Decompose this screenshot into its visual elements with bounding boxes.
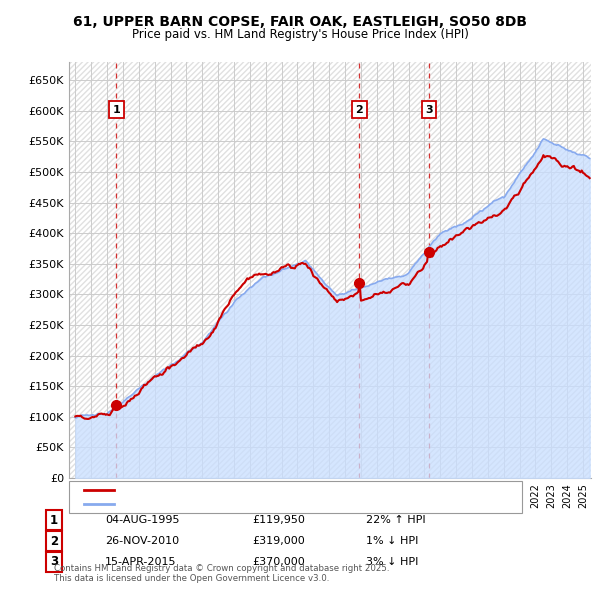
Text: Contains HM Land Registry data © Crown copyright and database right 2025.
This d: Contains HM Land Registry data © Crown c… (54, 563, 389, 583)
Text: HPI: Average price, detached house, Eastleigh: HPI: Average price, detached house, East… (120, 499, 346, 509)
Text: 1: 1 (50, 514, 58, 527)
Text: 2: 2 (50, 535, 58, 548)
Text: 22% ↑ HPI: 22% ↑ HPI (366, 516, 425, 525)
Text: 3: 3 (50, 555, 58, 568)
Text: £370,000: £370,000 (252, 557, 305, 566)
Text: 61, UPPER BARN COPSE, FAIR OAK, EASTLEIGH, SO50 8DB (detached house): 61, UPPER BARN COPSE, FAIR OAK, EASTLEIG… (120, 485, 494, 495)
Text: 61, UPPER BARN COPSE, FAIR OAK, EASTLEIGH, SO50 8DB: 61, UPPER BARN COPSE, FAIR OAK, EASTLEIG… (73, 15, 527, 29)
Text: 15-APR-2015: 15-APR-2015 (105, 557, 176, 566)
Text: 26-NOV-2010: 26-NOV-2010 (105, 536, 179, 546)
Text: Price paid vs. HM Land Registry's House Price Index (HPI): Price paid vs. HM Land Registry's House … (131, 28, 469, 41)
Text: 3% ↓ HPI: 3% ↓ HPI (366, 557, 418, 566)
Text: £119,950: £119,950 (252, 516, 305, 525)
Text: 04-AUG-1995: 04-AUG-1995 (105, 516, 179, 525)
Text: 1% ↓ HPI: 1% ↓ HPI (366, 536, 418, 546)
Text: 1: 1 (112, 105, 120, 115)
Text: 2: 2 (355, 105, 363, 115)
Text: 3: 3 (425, 105, 433, 115)
Text: £319,000: £319,000 (252, 536, 305, 546)
